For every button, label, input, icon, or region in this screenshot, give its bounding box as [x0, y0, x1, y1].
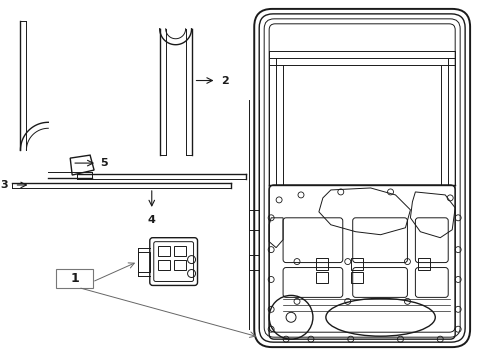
- Text: 2: 2: [221, 76, 229, 86]
- Text: 4: 4: [148, 215, 156, 225]
- Text: 3: 3: [0, 180, 7, 190]
- Bar: [316, 271, 328, 283]
- FancyBboxPatch shape: [56, 269, 93, 288]
- Bar: [351, 258, 363, 270]
- Bar: [249, 255, 259, 270]
- Bar: [138, 252, 150, 271]
- Bar: [351, 271, 363, 283]
- Bar: [158, 246, 170, 256]
- Bar: [249, 210, 259, 230]
- Bar: [173, 246, 186, 256]
- Bar: [173, 260, 186, 270]
- Bar: [158, 260, 170, 270]
- Bar: [316, 258, 328, 270]
- Bar: [418, 258, 430, 270]
- Text: 1: 1: [70, 272, 79, 285]
- Text: 5: 5: [100, 158, 108, 168]
